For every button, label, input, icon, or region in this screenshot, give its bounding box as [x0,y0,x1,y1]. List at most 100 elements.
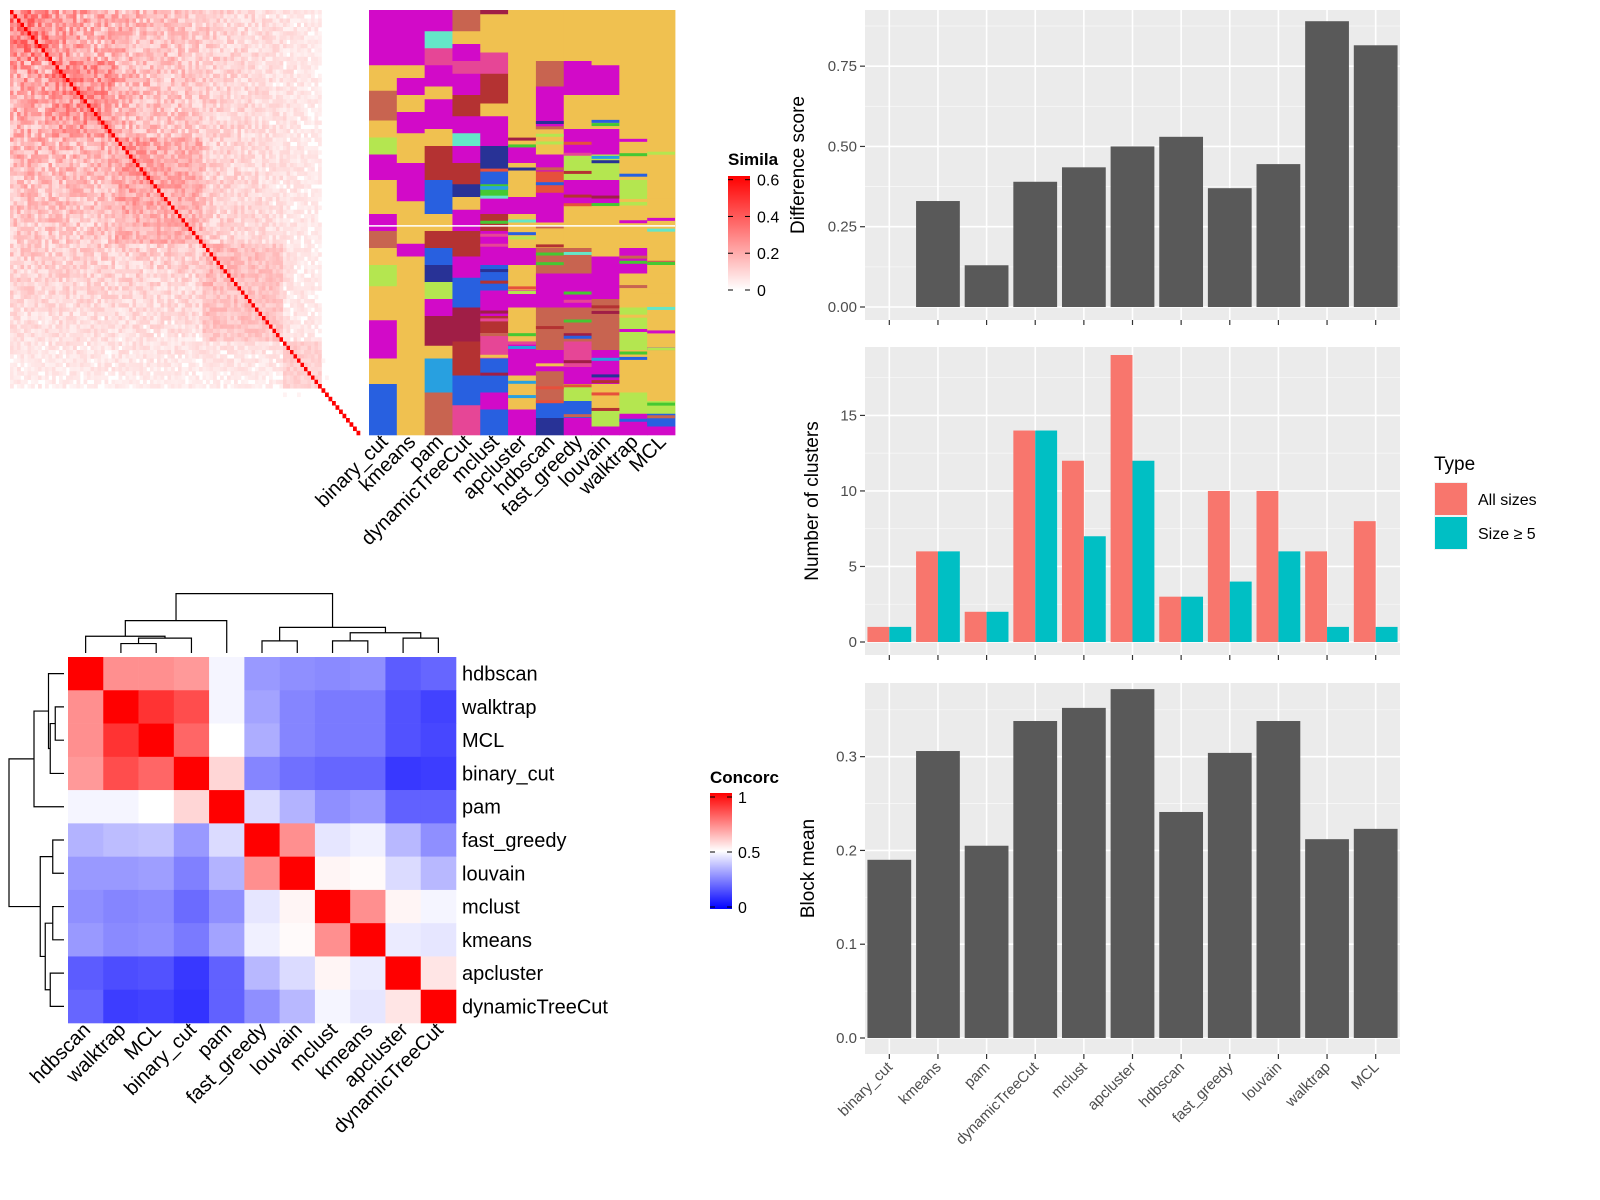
similarity-cell [290,192,294,198]
similarity-cell [174,31,179,36]
similarity-cell [220,197,224,202]
similarity-cell [146,107,151,113]
similarity-cell [314,197,319,202]
similarity-cell [45,214,49,219]
similarity-cell [209,99,214,104]
similarity-cell [146,205,151,211]
similarity-cell [150,61,154,66]
similarity-cell [279,44,284,49]
similarity-cell [108,73,112,79]
similarity-cell [167,22,172,28]
similarity-cell [136,78,140,83]
similarity-cell [122,99,126,104]
similarity-cell [209,141,214,147]
similarity-cell [62,107,67,113]
similarity-cell [202,35,207,41]
similarity-cell [216,235,221,240]
similarity-cell [62,252,67,257]
similarity-cell [90,73,95,79]
similarity-cell [104,90,109,96]
similarity-cell [174,48,179,53]
similarity-cell [143,180,147,185]
similarity-cell [171,167,175,172]
similarity-cell [59,226,63,232]
similarity-cell [90,239,95,245]
similarity-cell [171,86,175,92]
similarity-cell [143,22,147,28]
similarity-cell [283,116,287,121]
similarity-cell [132,197,137,202]
similarity-cell [206,39,210,45]
similarity-cell [272,107,277,113]
similarity-cell [27,39,32,45]
similarity-cell [248,222,252,228]
similarity-cell [132,175,137,181]
similarity-cell [59,44,63,49]
similarity-cell [307,10,312,15]
similarity-cell [24,78,28,83]
similarity-cell [297,188,301,194]
similarity-cell [129,95,133,100]
similarity-cell [31,137,35,143]
similarity-cell [237,226,242,232]
similarity-cell [283,180,287,185]
similarity-cell [283,129,287,134]
similarity-cell [181,167,186,172]
similarity-cell [286,107,291,113]
similarity-cell [104,163,109,168]
similarity-cell [185,209,189,215]
similarity-cell [188,231,193,236]
similarity-cell [97,218,102,223]
similarity-cell [293,95,298,100]
similarity-cell [188,35,193,41]
similarity-cell [290,95,294,100]
similarity-cell [311,44,315,49]
similarity-cell [181,73,186,79]
similarity-cell [276,226,280,232]
similarity-cell [20,188,25,194]
similarity-cell [150,82,154,87]
similarity-cell [220,73,224,79]
similarity-cell [153,22,158,28]
similarity-cell [244,235,249,240]
similarity-cell [153,120,158,126]
similarity-cell [41,61,46,66]
similarity-cell [164,209,168,215]
similarity-cell [286,167,291,172]
similarity-cell [283,73,287,79]
similarity-cell [223,205,228,211]
similarity-cell [241,10,245,15]
similarity-cell [118,18,123,24]
similarity-cell [45,69,49,75]
similarity-cell [34,150,39,155]
similarity-cell [230,222,235,228]
similarity-cell [90,188,95,194]
similarity-cell [125,65,130,70]
similarity-cell [76,95,81,100]
similarity-cell [188,78,193,83]
similarity-cell [17,90,21,96]
similarity-cell [41,239,46,245]
similarity-cell [31,222,35,228]
similarity-cell [27,205,32,211]
similarity-cell [244,18,249,24]
similarity-cell [181,120,186,126]
similarity-cell [10,214,14,219]
similarity-cell [293,137,298,143]
similarity-cell [311,27,315,32]
similarity-cell [150,243,154,249]
similarity-cell [146,146,151,151]
similarity-cell [97,167,102,172]
similarity-cell [241,146,245,151]
similarity-cell [24,163,28,168]
similarity-cell [290,90,294,96]
similarity-cell [31,14,35,19]
similarity-cell [69,154,74,160]
similarity-cell [171,150,175,155]
similarity-cell [279,201,284,206]
similarity-cell [178,73,182,79]
similarity-cell [300,154,305,160]
similarity-cell [192,31,196,36]
similarity-cell [66,214,70,219]
similarity-cell [234,141,238,147]
